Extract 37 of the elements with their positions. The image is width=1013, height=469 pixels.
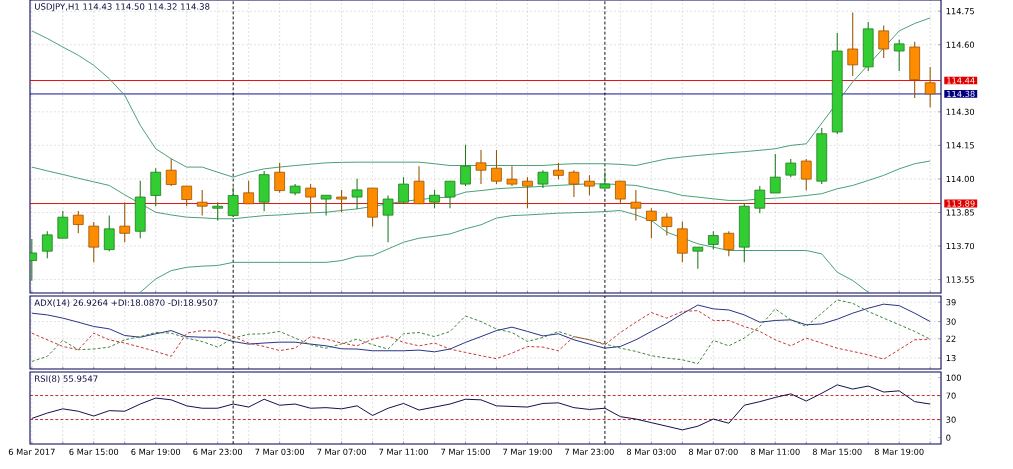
y-tick-label: 113.55 xyxy=(946,276,974,283)
y-tick-label: 114.75 xyxy=(946,8,974,15)
y-tick-label: 100 xyxy=(946,374,961,381)
y-tick-label: 70 xyxy=(946,392,956,399)
x-tick-label: 8 Mar 11:00 xyxy=(750,448,800,455)
x-tick-label: 8 Mar 15:00 xyxy=(812,448,862,455)
y-tick-label: 22 xyxy=(946,335,956,342)
x-tick-label: 7 Mar 11:00 xyxy=(379,448,428,455)
x-tick-label: 8 Mar 03:00 xyxy=(626,448,676,455)
y-tick-label: 0 xyxy=(946,434,951,441)
x-tick-label: 6 Mar 19:00 xyxy=(131,448,181,455)
ref-line-label: 113.89 xyxy=(947,200,975,207)
x-tick-label: 6 Mar 2017 xyxy=(8,448,55,455)
y-tick-label: 114.00 xyxy=(946,175,975,183)
x-tick-label: 7 Mar 07:00 xyxy=(317,448,366,455)
y-tick-label: 114.60 xyxy=(946,41,975,48)
x-tick-label: 8 Mar 07:00 xyxy=(688,448,738,455)
x-tick-label: 6 Mar 15:00 xyxy=(69,448,119,455)
x-tick-label: 7 Mar 23:00 xyxy=(565,448,614,455)
y-tick-label: 114.30 xyxy=(946,108,975,115)
x-tick-label: 6 Mar 23:00 xyxy=(193,448,243,455)
x-tick-label: 8 Mar 19:00 xyxy=(874,448,924,455)
chart-title: ADX(14) 26.9264 +DI:18.0870 -DI:18.9507 xyxy=(34,299,218,307)
x-tick-label: 7 Mar 03:00 xyxy=(255,448,305,455)
chart-title: RSI(8) 55.9547 xyxy=(35,375,98,383)
y-tick-label: 114.15 xyxy=(946,142,974,149)
y-tick-label: 30 xyxy=(946,318,956,325)
y-tick-label: 39 xyxy=(946,299,956,306)
y-tick-label: 30 xyxy=(946,416,956,423)
x-tick-label: 7 Mar 19:00 xyxy=(503,448,552,455)
y-tick-label: 13 xyxy=(946,354,956,362)
y-tick-label: 113.85 xyxy=(946,209,974,216)
x-tick-label: 7 Mar 15:00 xyxy=(441,448,490,455)
chart-title: USDJPY,H1 114.43 114.50 114.32 114.38 xyxy=(35,3,210,12)
ref-line-label: 114.44 xyxy=(947,77,975,84)
y-tick-label: 113.70 xyxy=(946,242,975,250)
ref-line-label: 114.38 xyxy=(947,90,975,98)
